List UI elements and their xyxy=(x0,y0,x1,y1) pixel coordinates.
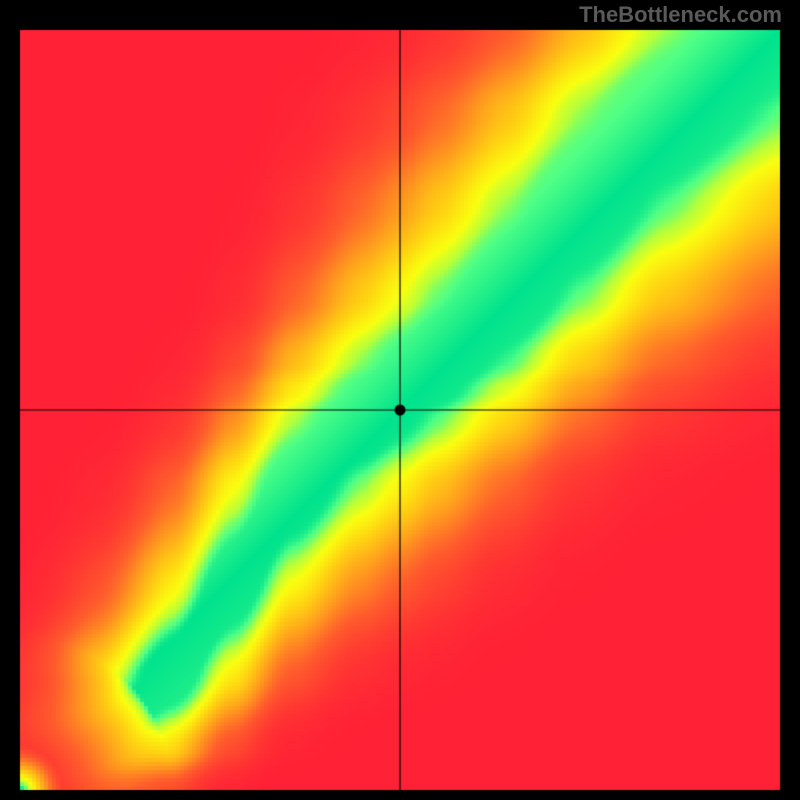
figure-container: TheBottleneck.com xyxy=(0,0,800,800)
bottleneck-heatmap-canvas xyxy=(0,0,800,800)
